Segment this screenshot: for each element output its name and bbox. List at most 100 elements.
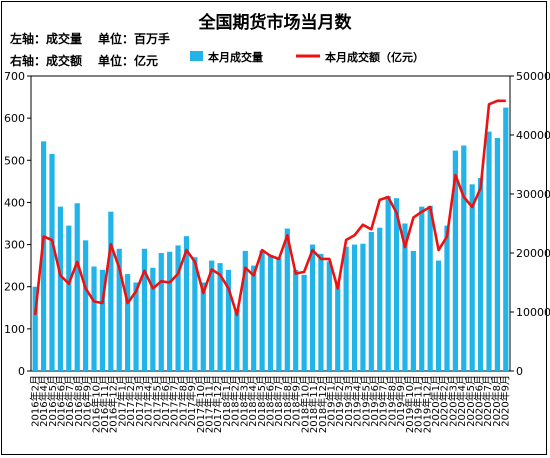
x-tick-label: 2016年9月 [81,375,94,427]
x-tick-label: 2018年1月 [220,375,233,427]
volume-bar [183,236,190,371]
volume-bar [393,198,400,371]
x-tick-label: 2020年8月 [490,375,503,427]
volume-bar [284,228,290,371]
volume-bar [494,137,500,371]
x-tick-label: 2019年5月 [359,375,372,427]
x-tick-label: 2016年4月 [37,375,50,427]
volume-bar [293,269,299,371]
x-tick-label: 2019年11月 [412,375,425,433]
left-axis-unit: 单位：百万手 [98,32,171,46]
volume-bar [503,107,509,371]
left-tick-label: 300 [4,239,25,252]
x-tick-label: 2018年2月 [229,375,242,427]
x-tick-label: 2017年8月 [176,375,189,427]
x-tick-label: 2018年3月 [237,375,250,427]
right-axis-name: 右轴：成交额 [10,54,83,68]
volume-bar [150,267,156,371]
x-tick-label: 2019年2月 [333,375,346,427]
x-tick-label: 2017年1月 [115,375,128,427]
x-tick-label: 2018年4月 [246,375,259,427]
x-tick-label: 2018年10月 [298,375,311,433]
x-tick-label: 2019年10月 [403,375,416,433]
volume-bar [167,251,173,371]
volume-bar [66,225,72,371]
volume-bar [242,250,248,371]
right-axis-note: 右轴：成交额 单位：亿元 [10,52,158,69]
volume-bar [259,250,265,371]
volume-bar [41,141,47,371]
x-tick-label: 2020年9月 [499,375,512,427]
x-tick-label: 2019年4月 [351,375,364,427]
left-tick-label: 500 [4,154,25,167]
volume-bar [402,223,408,371]
volume-bar [427,205,433,371]
x-tick-label: 2019年7月 [377,375,390,427]
volume-bar [444,225,450,371]
volume-bar [486,131,492,371]
x-tick-label: 2019年12月 [420,375,433,433]
right-tick-label: 300000 [516,188,550,201]
x-tick-label: 2016年12月 [107,375,120,433]
x-tick-label: 2018年11月 [307,375,320,433]
x-tick-label: 2017年2月 [124,375,137,427]
volume-bar [192,257,198,371]
x-tick-label: 2020年6月 [473,375,486,427]
volume-bar [276,258,282,371]
volume-bar [234,308,240,371]
left-axis-name: 左轴：成交量 [10,32,83,46]
legend-swatch-volume [190,51,203,61]
legend-label-volume: 本月成交量 [208,50,263,64]
x-tick-label: 2020年3月 [446,375,459,427]
x-tick-label: 2016年6月 [55,375,68,427]
right-tick-label: 100000 [516,306,550,319]
volume-bar [251,265,257,371]
volume-bar [335,282,341,371]
volume-bar [435,260,442,371]
volume-bar [267,255,274,371]
volume-bar [377,227,383,371]
volume-bar [309,244,316,371]
x-tick-label: 2016年2月 [28,375,41,427]
x-tick-label: 2019年8月 [385,375,398,427]
volume-bar [108,211,114,371]
x-tick-label: 2017年5月 [150,375,163,427]
right-tick-label: 400000 [516,129,550,142]
x-tick-label: 2016年11月 [98,375,111,433]
volume-bar [141,248,148,371]
x-tick-label: 2016年5月 [46,375,59,427]
volume-bar [91,266,97,371]
x-tick-label: 2018年6月 [264,375,277,427]
volume-bar [477,177,484,371]
right-tick-label: 200000 [516,247,550,260]
volume-bar [83,240,89,371]
chart-title: 全国期货市场当月数 [198,13,352,33]
volume-bar [74,203,80,371]
x-tick-label: 2017年6月 [159,375,172,427]
legend-label-turnover: 本月成交额（亿元） [325,50,424,64]
x-tick-label: 2017年7月 [168,375,181,427]
x-tick-label: 2019年9月 [394,375,407,427]
x-tick-label: 2017年4月 [142,375,155,427]
volume-bar [360,243,366,371]
volume-bar [133,282,139,371]
volume-bar [452,150,458,371]
volume-bar [158,253,164,371]
left-tick-label: 400 [4,196,25,209]
x-tick-label: 2020年7月 [481,375,494,427]
x-tick-label: 2017年10月 [194,375,207,433]
volume-bar [209,260,215,371]
volume-bar [419,206,425,371]
right-tick-label: 500000 [516,70,550,83]
volume-bar [410,250,416,371]
volume-bar [225,269,232,371]
x-tick-label: 2016年8月 [72,375,85,427]
x-tick-label: 2018年5月 [255,375,268,427]
volume-bar [32,286,38,371]
x-tick-label: 2018年9月 [290,375,303,427]
volume-bar [301,274,307,371]
volume-bar [200,282,206,371]
left-tick-label: 0 [18,365,25,378]
volume-bar [351,244,358,371]
